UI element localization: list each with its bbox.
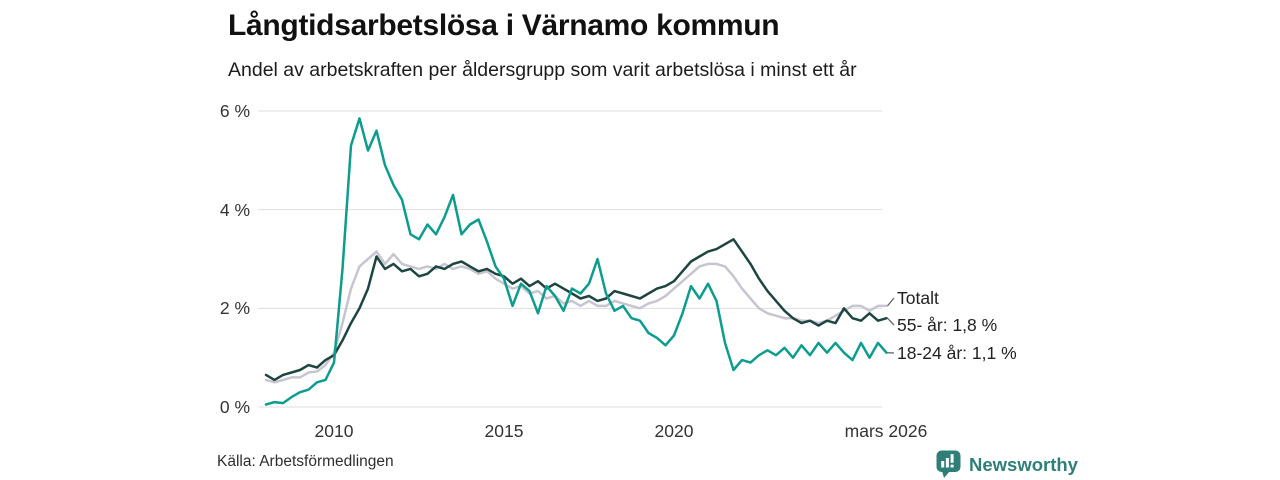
page-title: Långtidsarbetslösa i Värnamo kommun [228, 9, 780, 42]
series-label-totalt: Totalt [897, 288, 939, 308]
x-axis-tick: mars 2026 [844, 421, 928, 441]
y-axis-tick: 4 % [219, 200, 250, 220]
x-axis-tick: 2015 [484, 421, 524, 441]
y-axis-tick: 2 % [219, 298, 250, 318]
x-axis-tick: 2020 [654, 421, 694, 441]
newsworthy-bubble-icon [936, 450, 961, 478]
series-line-18-24-r [264, 117, 888, 406]
series-label-18-24-ar: 18-24 år: 1,1 % [897, 343, 1017, 363]
label-connector [886, 297, 895, 307]
series-line-totalt [264, 250, 888, 384]
y-axis-tick: 0 % [219, 397, 250, 417]
newsworthy-wordmark: Newsworthy [969, 453, 1078, 475]
newsworthy-logo-link[interactable]: Newsworthy [936, 450, 1078, 479]
y-axis-tick: 6 % [219, 101, 250, 121]
series-label-55-ar: 55- år: 1,8 % [897, 315, 998, 335]
source-caption: Källa: Arbetsförmedlingen [217, 453, 394, 470]
x-axis-tick: 2010 [314, 421, 354, 441]
label-connector [887, 317, 895, 326]
series-line-55-r [264, 238, 888, 382]
chart-subtitle: Andel av arbetskraften per åldersgrupp s… [228, 59, 857, 81]
